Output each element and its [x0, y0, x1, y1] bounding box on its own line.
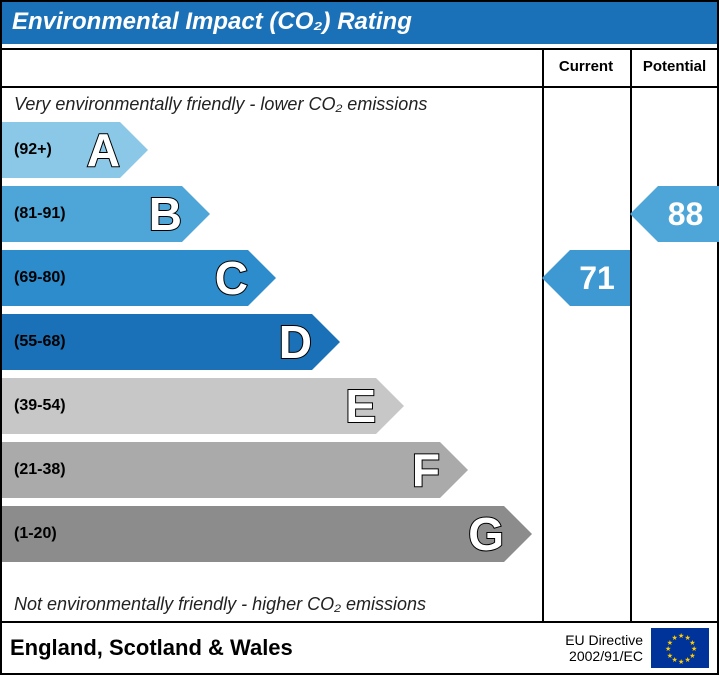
band-range: (69-80) — [14, 269, 66, 287]
band-bar: (69-80) C — [2, 250, 248, 306]
band-bar: (21-38) F — [2, 442, 440, 498]
chart-zone: Current Potential Very environmentally f… — [2, 48, 717, 623]
eu-star: ★ — [672, 634, 678, 642]
footer-region: England, Scotland & Wales — [10, 635, 293, 661]
band-bar: (81-91) B — [2, 186, 182, 242]
band-letter: D — [279, 315, 312, 369]
friendly-top: Very environmentally friendly - lower CO… — [14, 94, 427, 115]
band-f: (21-38) F — [2, 442, 542, 498]
band-a: (92+) A — [2, 122, 542, 178]
title-text: Environmental Impact (CO₂) Rating — [12, 8, 412, 35]
epc-rating-card: Environmental Impact (CO₂) Rating Curren… — [0, 0, 719, 675]
band-bar: (39-54) E — [2, 378, 376, 434]
band-bar: (92+) A — [2, 122, 120, 178]
eu-star: ★ — [685, 656, 691, 664]
band-range: (92+) — [14, 141, 52, 159]
band-letter: A — [87, 123, 120, 177]
band-d: (55-68) D — [2, 314, 542, 370]
band-g: (1-20) G — [2, 506, 542, 562]
rating-potential: 88 — [658, 186, 719, 242]
eu-flag-icon: ★★★★★★★★★★★★ — [651, 628, 709, 668]
band-letter: G — [468, 507, 504, 561]
band-range: (1-20) — [14, 525, 57, 543]
band-e: (39-54) E — [2, 378, 542, 434]
col-current: 71 — [542, 86, 630, 621]
eu-directive-text: EU Directive 2002/91/EC — [565, 632, 643, 664]
band-letter: E — [345, 379, 376, 433]
band-c: (69-80) C — [2, 250, 542, 306]
band-bar: (55-68) D — [2, 314, 312, 370]
col-potential: 88 — [630, 86, 719, 621]
band-range: (39-54) — [14, 397, 66, 415]
eu-line1: EU Directive — [565, 632, 643, 648]
eu-star: ★ — [678, 658, 684, 666]
footer: England, Scotland & Wales EU Directive 2… — [2, 623, 717, 673]
col-hdr-potential: Potential — [630, 50, 719, 86]
footer-right: EU Directive 2002/91/EC ★★★★★★★★★★★★ — [565, 628, 709, 668]
band-range: (21-38) — [14, 461, 66, 479]
rating-current: 71 — [570, 250, 630, 306]
friendly-bottom: Not environmentally friendly - higher CO… — [14, 594, 426, 615]
band-letter: F — [412, 443, 440, 497]
band-bar: (1-20) G — [2, 506, 504, 562]
eu-line2: 2002/91/EC — [569, 648, 643, 664]
band-b: (81-91) B — [2, 186, 542, 242]
band-letter: C — [215, 251, 248, 305]
chart-area: Very environmentally friendly - lower CO… — [2, 86, 542, 621]
band-range: (55-68) — [14, 333, 66, 351]
eu-star: ★ — [678, 632, 684, 640]
band-letter: B — [149, 187, 182, 241]
band-range: (81-91) — [14, 205, 66, 223]
title-bar: Environmental Impact (CO₂) Rating — [2, 2, 717, 44]
col-hdr-current: Current — [542, 50, 630, 86]
